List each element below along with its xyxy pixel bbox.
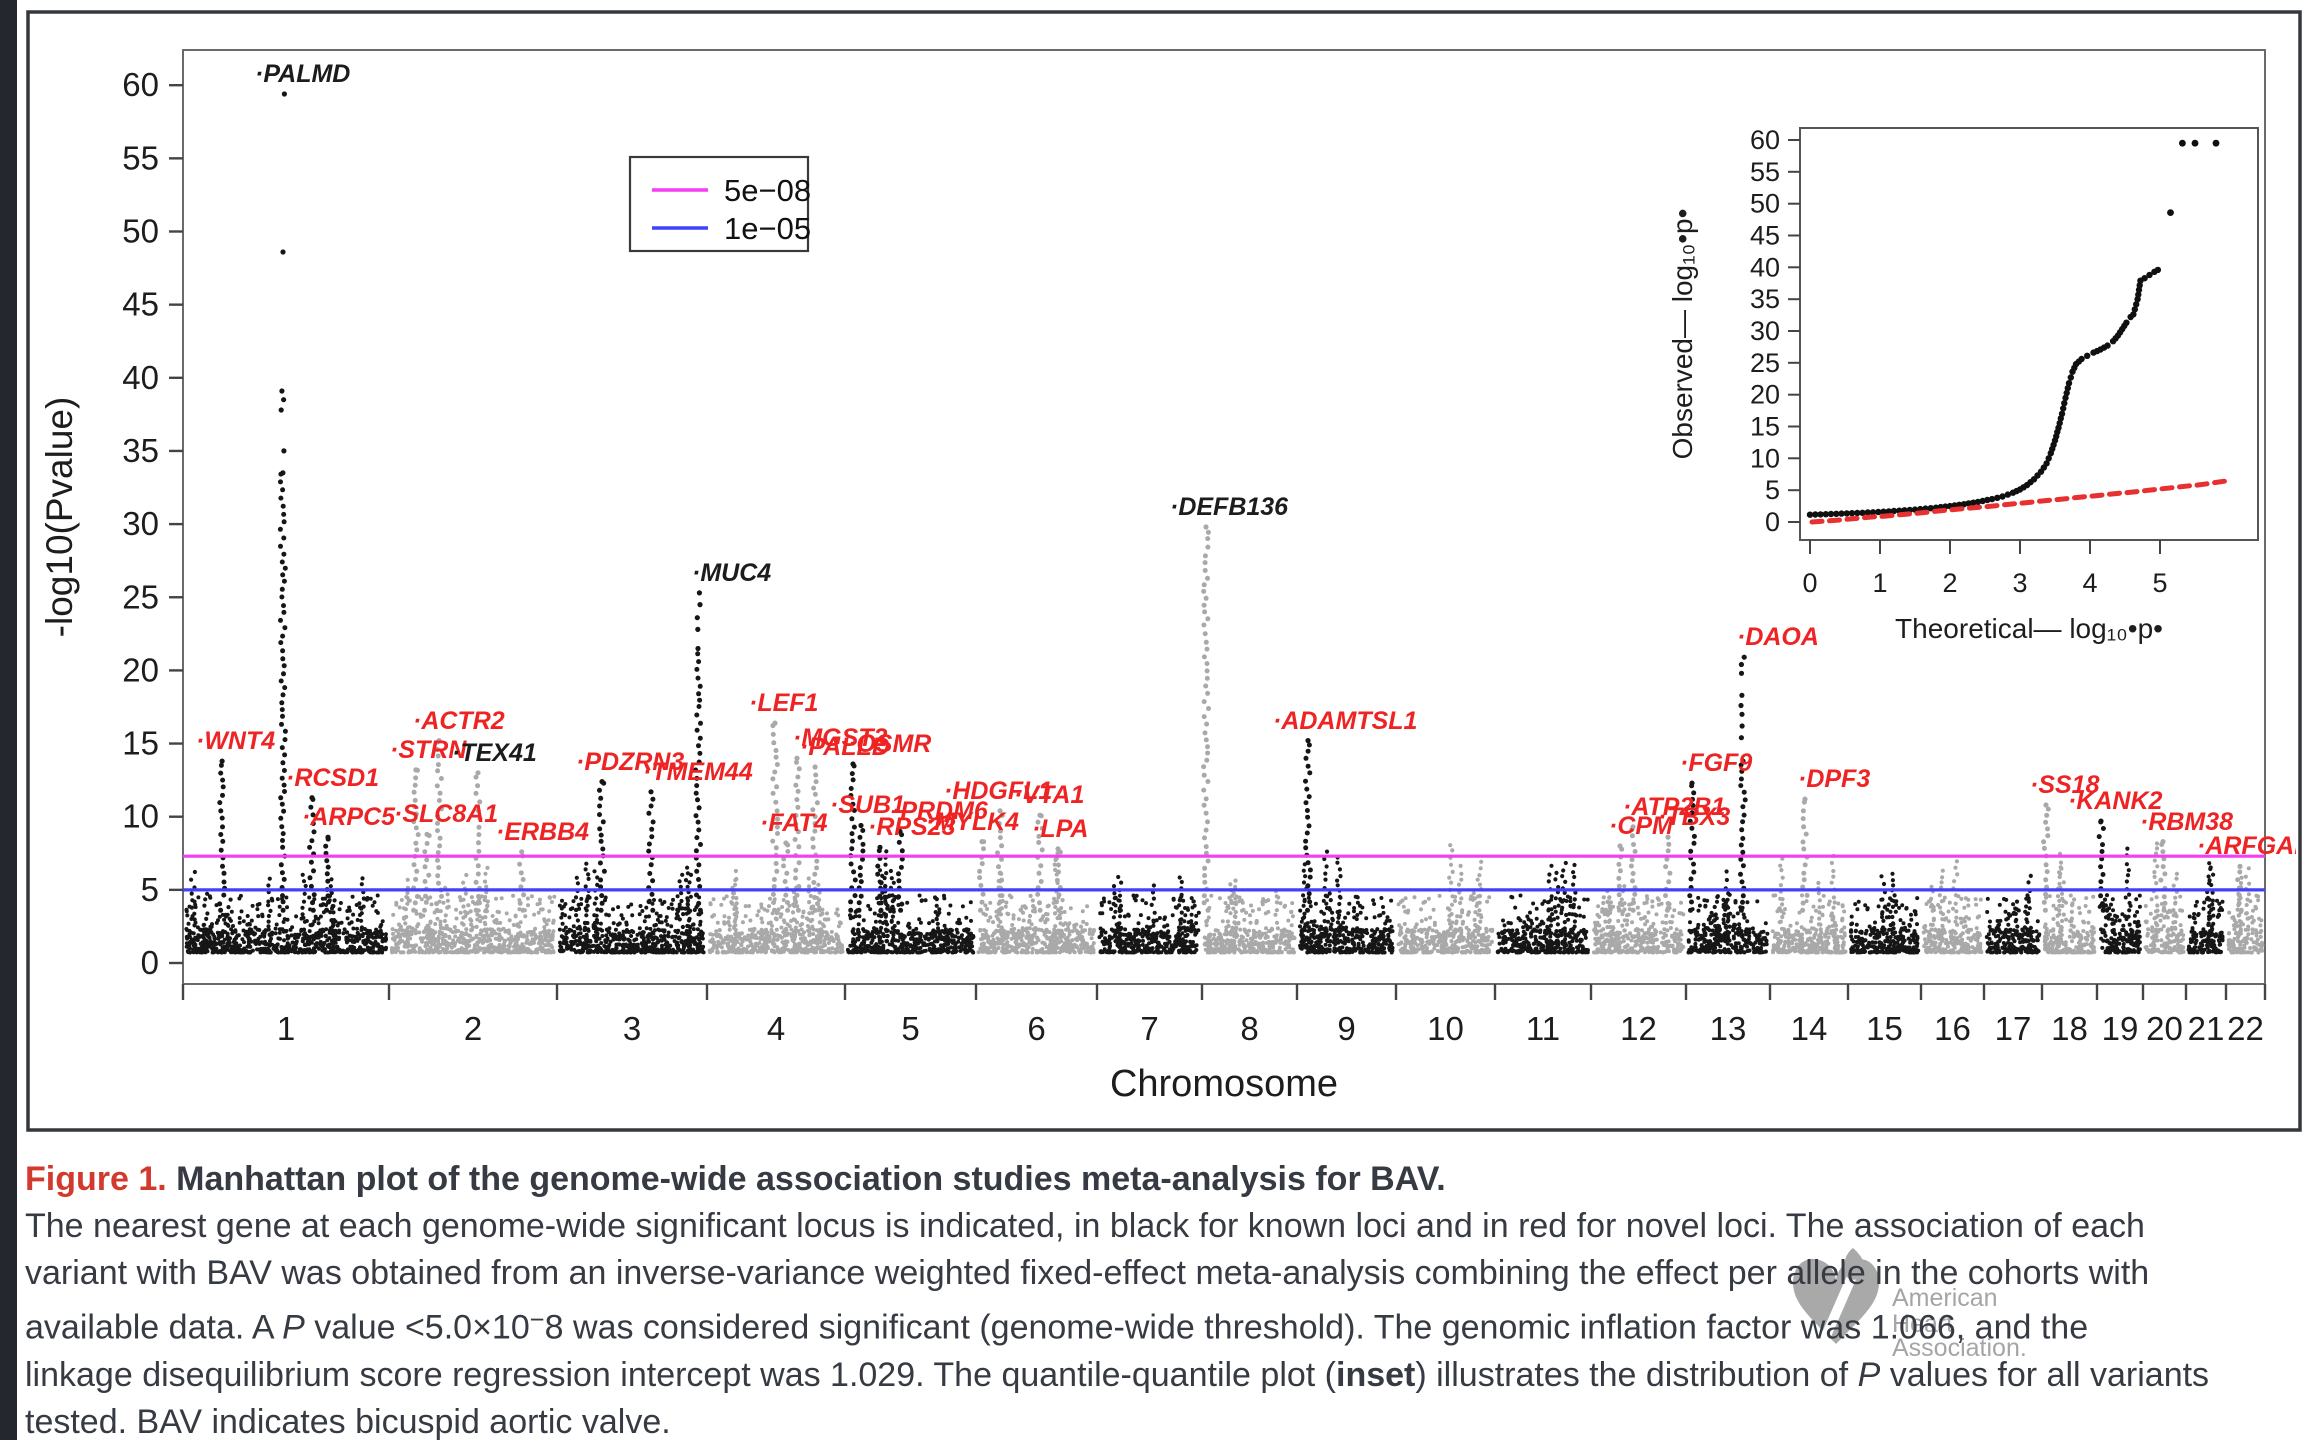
qq-plot-box [1800,128,2258,540]
gene-label-TMEM44: ·TMEM44 [643,758,753,786]
gene-label-FAT4: ·FAT4 [760,809,828,837]
figure-caption: Figure 1. Manhattan plot of the genome-w… [25,1156,2308,1446]
qq-x-axis-title: Theoretical— log₁₀•p• [1895,613,2163,644]
gene-label-FGF9: ·FGF9 [1680,749,1752,777]
svg-text:21: 21 [2188,1010,2225,1047]
svg-text:35: 35 [122,432,159,469]
svg-text:7: 7 [1140,1010,1158,1047]
caption-line: The nearest gene at each genome-wide sig… [25,1203,2308,1250]
caption-line: variant with BAV was obtained from an in… [25,1250,2308,1297]
caption-line: available data. A P value <5.0×10−8 was … [25,1297,2308,1352]
svg-text:3: 3 [623,1010,641,1047]
svg-text:6: 6 [1027,1010,1045,1047]
svg-text:13: 13 [1710,1010,1747,1047]
caption-line: linkage disequilibrium score regression … [25,1352,2308,1399]
svg-text:15: 15 [122,725,159,762]
svg-text:50: 50 [122,213,159,250]
gene-label-DAOA: ·DAOA [1737,623,1819,651]
svg-text:20: 20 [122,651,159,688]
gene-label-DPF3: ·DPF3 [1798,765,1870,793]
svg-text:19: 19 [2102,1010,2139,1047]
svg-text:10: 10 [122,798,159,835]
svg-text:60: 60 [122,66,159,103]
legend-label-genomewide: 5e−08 [724,173,811,208]
svg-text:5: 5 [141,871,159,908]
gene-label-OSMR: ·OSMR [848,730,931,758]
gene-label-ARPC5: ·ARPC5 [302,803,396,831]
svg-text:45: 45 [122,286,159,323]
svg-text:0: 0 [141,944,159,981]
svg-text:16: 16 [1934,1010,1971,1047]
caption-line: Figure 1. Manhattan plot of the genome-w… [25,1156,2308,1203]
svg-text:40: 40 [122,359,159,396]
svg-text:1: 1 [277,1010,295,1047]
svg-text:11: 11 [1526,1010,1560,1047]
gene-label-ACTR2: ·ACTR2 [413,707,505,735]
svg-text:17: 17 [1995,1010,2032,1047]
gene-label-LEF1: ·LEF1 [749,689,818,717]
svg-text:25: 25 [122,578,159,615]
x-axis-title: Chromosome [1110,1063,1338,1105]
gene-label-RCSD1: ·RCSD1 [286,764,379,792]
legend: 5e−08 1e−05 [630,157,811,251]
svg-text:14: 14 [1791,1010,1828,1047]
svg-text:5: 5 [901,1010,919,1047]
svg-text:10: 10 [1427,1010,1464,1047]
caption-line: tested. BAV indicates bicuspid aortic va… [25,1399,2308,1446]
y-axis-title: -log10(Pvalue) [39,397,80,638]
gene-label-DEFB136: ·DEFB136 [1170,493,1289,521]
qq-y-axis-title: Observed— log₁₀•p• [1667,209,1698,460]
svg-text:4: 4 [767,1010,785,1047]
svg-text:2: 2 [464,1010,482,1047]
gene-label-ADAMTSL1: ·ADAMTSL1 [1273,707,1417,735]
gene-label-LPA: ·LPA [1032,815,1088,843]
svg-text:20: 20 [2146,1010,2183,1047]
gene-label-MUC4: ·MUC4 [692,559,771,587]
gene-label-WNT4: ·WNT4 [196,727,275,755]
legend-label-suggestive: 1e−05 [724,211,811,246]
svg-text:55: 55 [122,139,159,176]
svg-text:9: 9 [1337,1010,1355,1047]
svg-text:18: 18 [2051,1010,2088,1047]
gene-label-MYLK4: ·MYLK4 [926,808,1019,836]
svg-text:30: 30 [122,505,159,542]
svg-text:15: 15 [1866,1010,1903,1047]
svg-text:8: 8 [1240,1010,1258,1047]
gene-label-VTA1: ·VTA1 [1014,781,1084,809]
svg-text:22: 22 [2227,1010,2264,1047]
svg-text:12: 12 [1620,1010,1657,1047]
gene-label-ERBB4: ·ERBB4 [496,818,589,846]
gene-label-TEX41: ·TEX41 [452,739,537,767]
gene-label-PALMD: ·PALMD [255,60,350,88]
gene-label-SLC8A1: ·SLC8A1 [394,800,498,828]
gene-label-TBX3: ·TBX3 [1658,803,1730,831]
